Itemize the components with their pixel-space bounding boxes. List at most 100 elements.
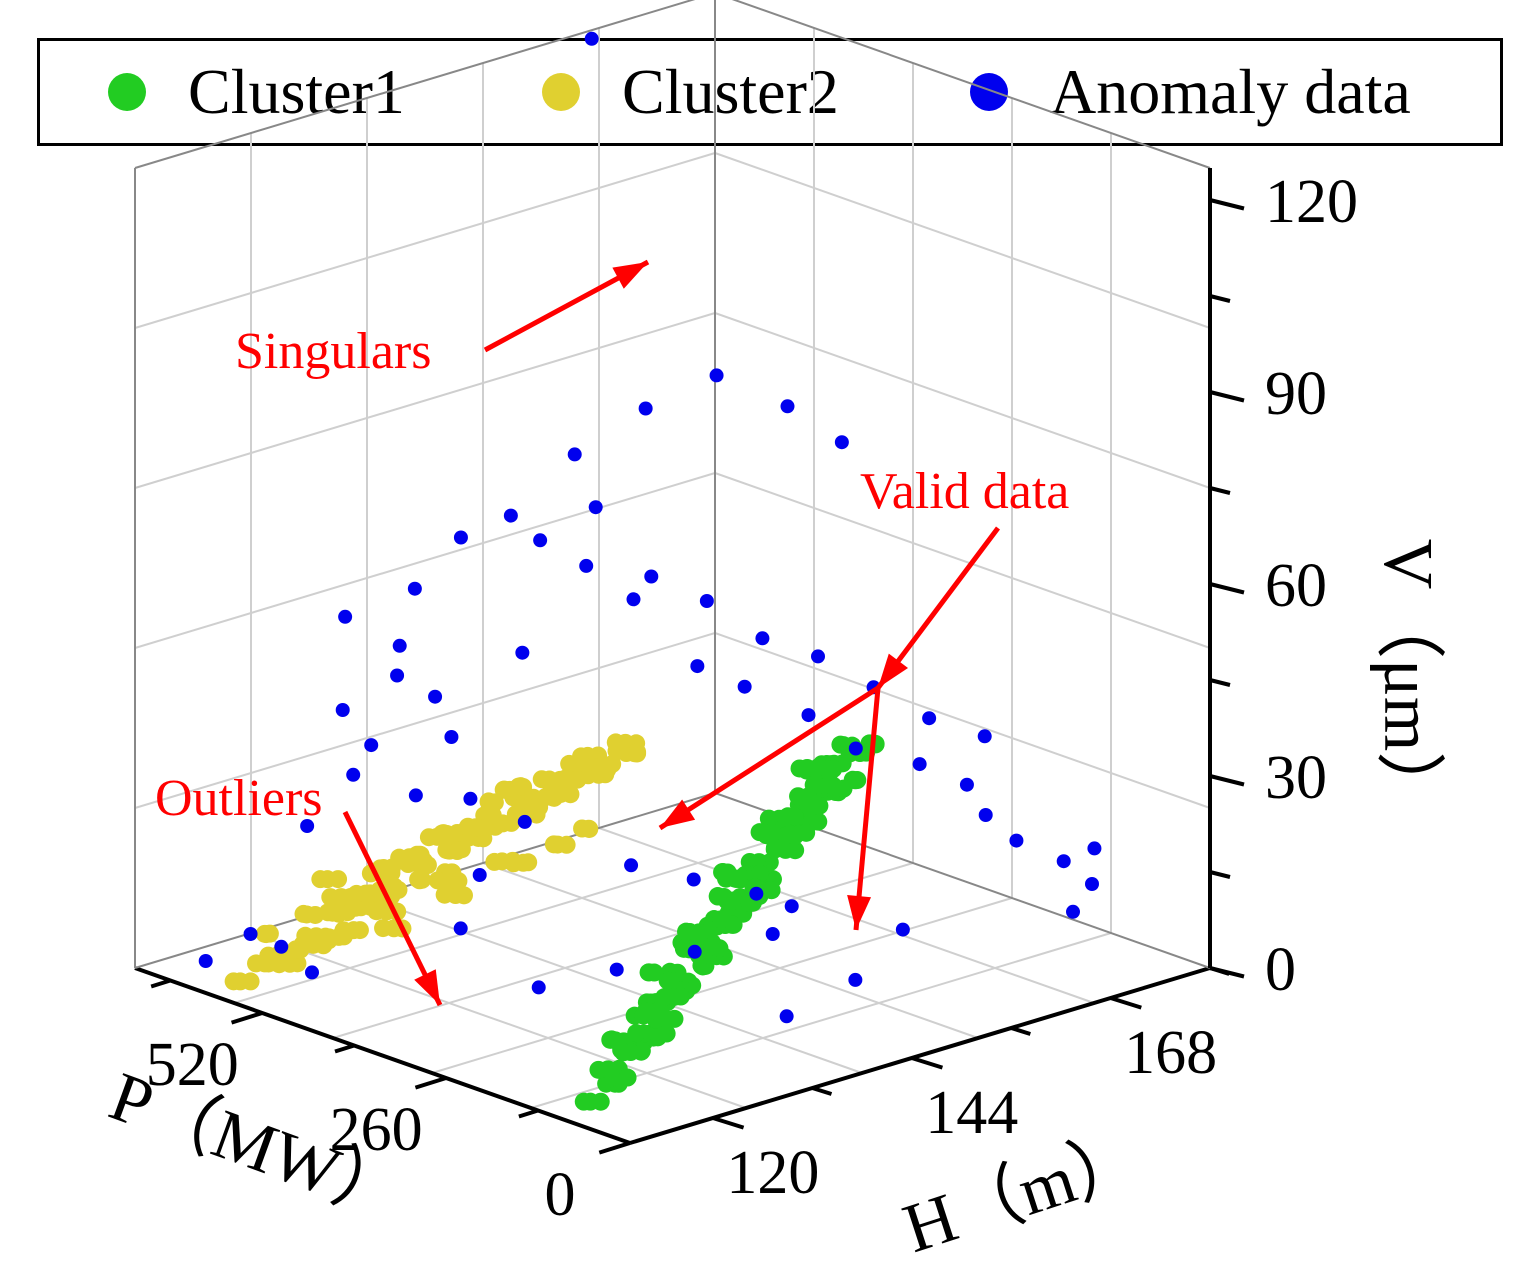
data-point [606,1031,625,1050]
data-point [346,767,361,782]
valid-data-arrow-head [878,653,908,688]
data-point [710,939,729,958]
legend-item-anomaly: Anomaly data [970,41,1411,143]
data-point [438,825,457,844]
data-point [334,927,353,946]
h-tick-label: 120 [726,1139,819,1207]
frame-edge [134,966,631,1145]
data-point [1087,841,1102,856]
p-tick [230,1011,263,1025]
valid-data-arrow-a-head [660,799,696,828]
gridline [134,632,716,809]
legend-item-cluster1: Cluster1 [108,41,405,143]
legend-marker-cluster1 [108,73,146,111]
data-point [545,788,564,807]
data-point [588,500,603,515]
legend-marker-cluster2 [542,73,580,111]
series-cluster2 [224,733,647,991]
p-axis-label: P（MW） [100,1058,415,1235]
valid-data-arrow-a [658,685,880,831]
data-point [626,592,641,607]
data-point [977,729,992,744]
annotation-singulars: Singulars [235,323,431,380]
data-point [364,738,379,753]
data-point [198,954,213,968]
data-point [690,659,705,674]
data-point [329,870,348,889]
data-point [463,791,478,806]
v-tick-label: 120 [1265,168,1358,236]
gridline [332,862,914,1039]
gridline [366,897,863,1074]
p-tick [150,978,171,989]
v-tick-label: 60 [1265,552,1327,620]
data-point [1056,854,1071,869]
data-point [367,902,386,921]
data-point [606,733,625,752]
data-point [503,851,522,870]
data-point [574,1092,593,1111]
legend-label-cluster1: Cluster1 [188,56,405,127]
gridline [714,312,1211,489]
data-point [848,741,863,756]
p-tick-label: 520 [146,1031,239,1099]
v-tick [1209,870,1231,879]
h-tick [911,1056,944,1070]
data-point [224,972,243,991]
data-point [644,569,659,584]
gridline [714,632,1211,809]
data-point [555,769,574,788]
data-point [567,447,582,462]
data-point [638,401,653,416]
data-point [540,772,559,791]
annotation-outliers: Outliers [155,770,323,827]
data-point [627,1024,646,1043]
p-tick [518,1108,539,1119]
data-point [338,609,353,624]
data-point [392,638,407,653]
data-point [784,899,799,914]
gridline [134,472,716,649]
gridline [714,152,1211,329]
legend-marker-anomaly [970,73,1008,111]
data-point [718,863,737,882]
data-point [922,711,937,726]
valid-data-arrow-b-head [847,895,872,930]
legend-item-cluster2: Cluster2 [542,41,839,143]
h-tick [811,1086,833,1096]
data-point [765,927,780,941]
data-point [591,758,610,777]
data-point [495,780,514,799]
data-point [609,962,624,977]
data-point [449,872,468,891]
data-point [584,31,599,46]
p-tick-label: 0 [545,1161,576,1229]
v-tick [1209,582,1245,595]
data-point [895,922,910,937]
data-point [243,927,258,941]
data-point [526,798,545,817]
singulars-arrow-head [612,262,648,289]
data-point [444,730,459,744]
data-point [686,872,701,887]
data-point [618,1068,637,1087]
legend: Cluster1 Cluster2 Anomaly data [37,38,1503,146]
data-point [750,864,769,883]
v-tick-label: 0 [1265,936,1296,1004]
data-point [779,1009,794,1024]
h-tick [1010,1026,1031,1036]
data-point [810,796,829,815]
data-point [511,798,530,817]
frame-edge [629,966,1211,1145]
gridline [431,897,1013,1074]
data-point [715,887,734,906]
data-point [257,925,276,944]
data-point [671,987,690,1006]
data-point [912,757,927,772]
data-point [517,814,532,829]
data-point [624,858,639,873]
data-point [453,921,468,936]
data-point [453,530,468,545]
gridline [233,827,815,1004]
p-tick [334,1043,355,1054]
